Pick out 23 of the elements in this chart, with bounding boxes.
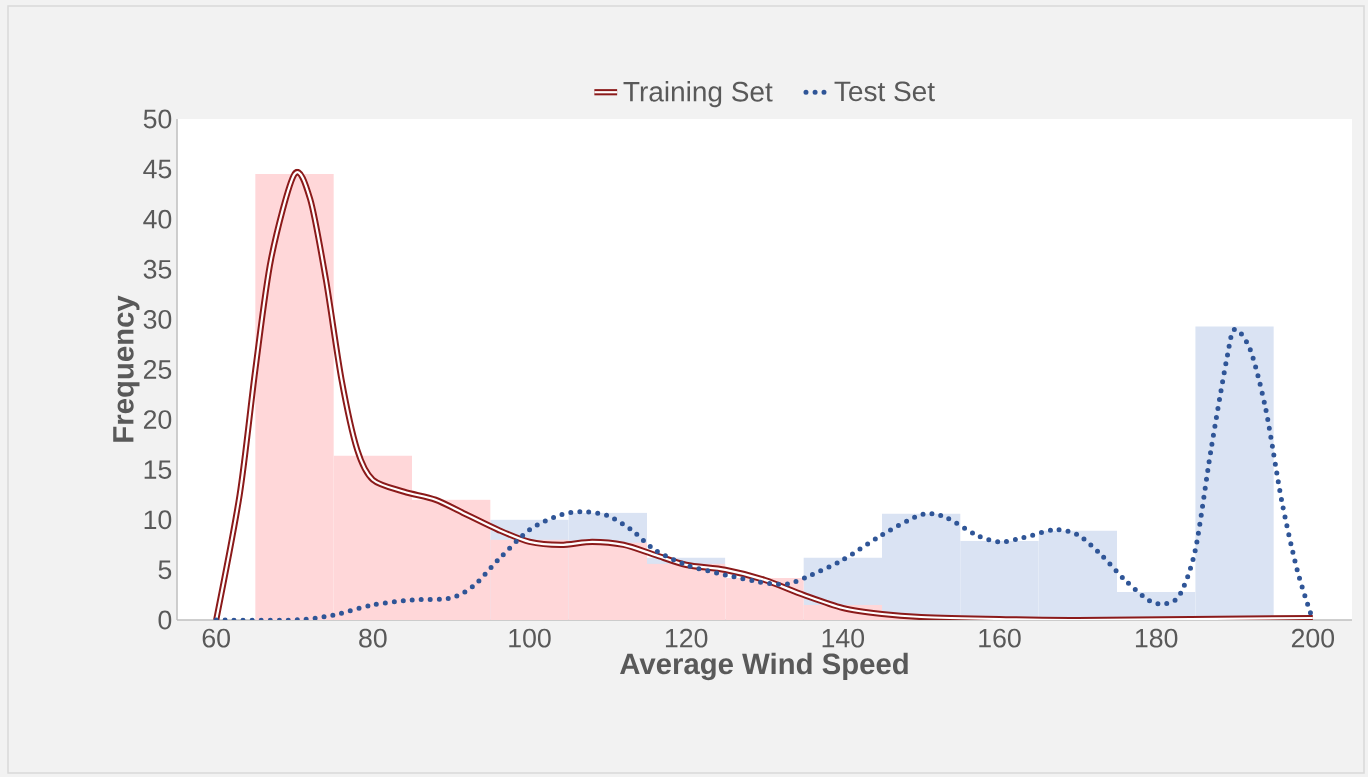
x-tick-label: 160 — [979, 628, 1021, 648]
legend-label: Test Set — [834, 81, 935, 102]
y-tick-label: 25 — [143, 360, 172, 379]
x-tick-label: 180 — [1135, 628, 1178, 648]
y-tick-label: 45 — [143, 159, 172, 179]
y-tick-label: 10 — [144, 510, 172, 530]
x-tick-label: 60 — [202, 628, 230, 648]
y-tick-label: 0 — [158, 610, 172, 630]
x-axis-title: Average Wind Speed — [620, 652, 908, 681]
x-tick-label: 140 — [822, 628, 865, 648]
y-tick-label: 15 — [144, 460, 172, 479]
x-tick-label: 120 — [665, 628, 708, 648]
y-tick-label: 5 — [158, 560, 172, 580]
y-tick-label: 50 — [143, 109, 172, 129]
y-axis-title: Frequency — [113, 295, 140, 442]
x-tick-label: 80 — [359, 628, 387, 648]
x-tick-label: 100 — [509, 628, 551, 648]
y-tick-label: 35 — [143, 259, 172, 279]
y-tick-label: 30 — [143, 309, 172, 329]
legend-label: Training Set — [623, 81, 773, 108]
x-tick-label: 200 — [1291, 628, 1335, 648]
y-tick-label: 40 — [143, 209, 172, 229]
y-tick-label: 20 — [143, 410, 172, 430]
